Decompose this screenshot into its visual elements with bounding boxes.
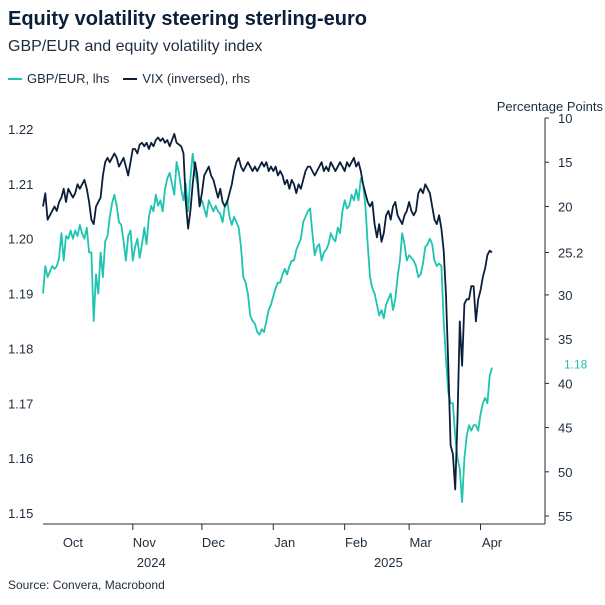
left-tick-label: 1.18 [8,341,33,356]
left-tick-label: 1.17 [8,396,33,411]
end-label-gbpeur: 1.18 [564,358,588,372]
right-tick-label: 30 [558,288,572,303]
legend-swatch-gbpeur [8,77,22,80]
right-tick-label: 10 [558,111,572,126]
x-tick-label: Nov [133,535,157,550]
left-tick-label: 1.20 [8,232,33,247]
legend: GBP/EUR, lhs VIX (inversed), rhs [8,71,250,86]
legend-label-gbpeur: GBP/EUR, lhs [27,71,110,86]
right-tick-label: 20 [558,199,572,214]
right-tick-label: 15 [558,155,572,170]
x-tick-label: Mar [409,535,432,550]
x-tick-label: Jan [274,535,295,550]
x-tick-label: Feb [345,535,367,550]
x-tick-label: Oct [63,535,84,550]
chart-subtitle: GBP/EUR and equity volatility index [8,38,263,55]
x-tick-label: Dec [202,535,226,550]
right-tick-label: 55 [558,509,572,524]
right-tick-label: 25.2 [558,245,583,260]
right-tick-label: 40 [558,376,572,391]
legend-label-vix: VIX (inversed), rhs [142,71,251,86]
legend-swatch-vix [123,77,138,80]
source-note: Source: Convera, Macrobond [8,578,165,592]
series-line-gbpeur [42,152,493,503]
left-tick-label: 1.21 [8,177,33,192]
left-tick-label: 1.19 [8,287,33,302]
x-year-label: 2024 [137,555,166,570]
right-tick-label: 35 [558,332,572,347]
right-tick-label: 50 [558,465,572,480]
left-tick-label: 1.16 [8,451,33,466]
legend-item-vix: VIX (inversed), rhs [123,71,250,86]
series-line-vix [42,133,493,491]
left-tick-label: 1.22 [8,122,33,137]
x-tick-label: Apr [482,535,503,550]
chart-title: Equity volatility steering sterling-euro [8,8,367,30]
right-tick-label: 45 [558,421,572,436]
left-tick-label: 1.15 [8,506,33,521]
right-axis-title: Percentage Points [497,99,604,114]
legend-item-gbpeur: GBP/EUR, lhs [8,71,109,86]
x-year-label: 2025 [374,555,403,570]
